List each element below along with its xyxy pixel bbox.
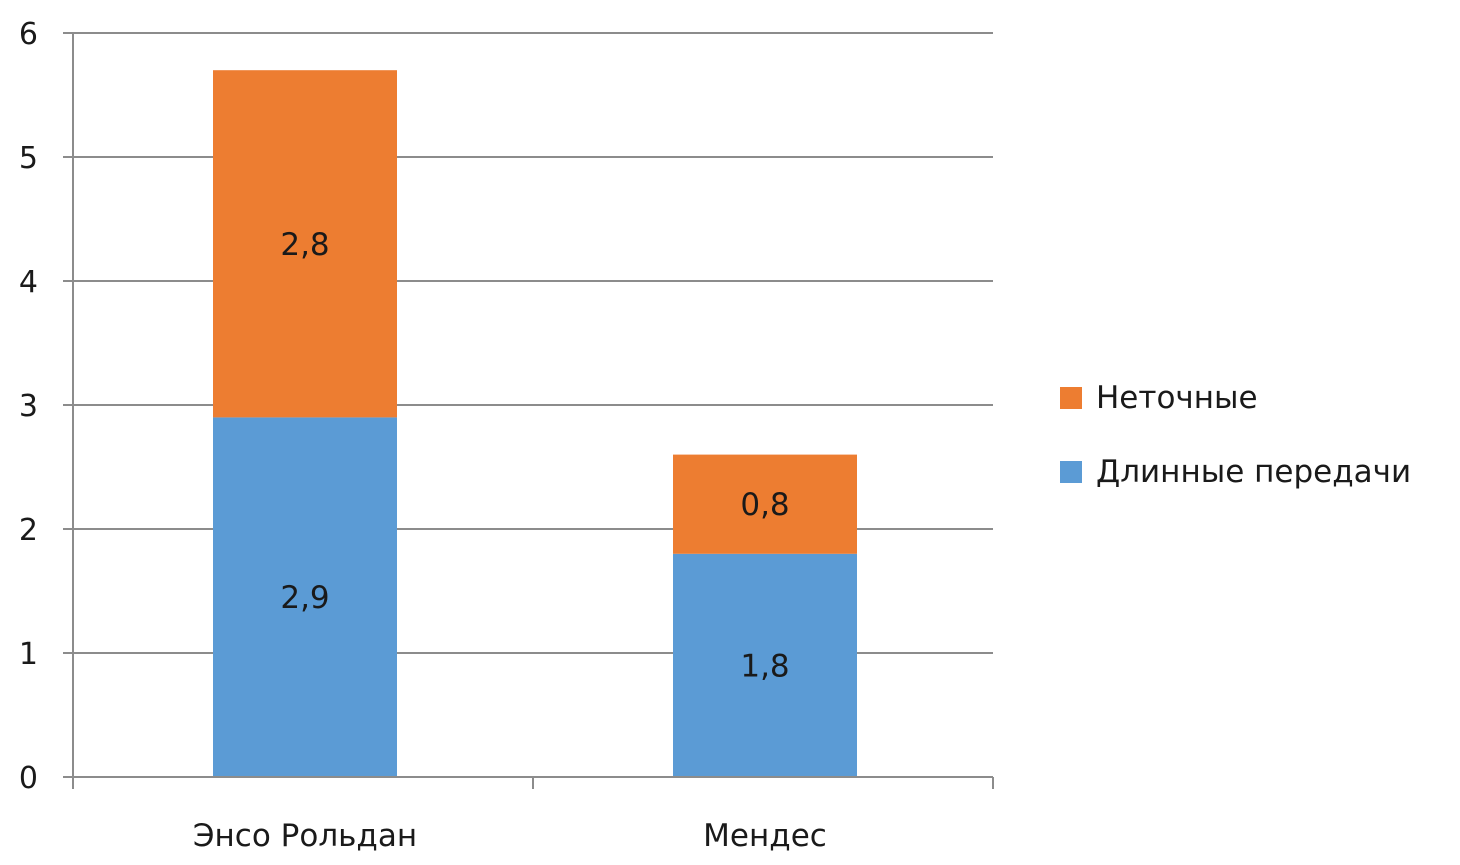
- data-label: 2,9: [280, 580, 329, 616]
- y-tick-label: 1: [19, 637, 38, 672]
- legend-item: Длинные передачи: [1060, 452, 1411, 492]
- data-label: 2,8: [280, 227, 329, 263]
- y-tick-label: 4: [19, 265, 38, 300]
- y-tick-label: 5: [19, 141, 38, 176]
- bar-segment: [673, 553, 857, 777]
- data-label: 0,8: [740, 487, 789, 523]
- legend-item: Неточные: [1060, 378, 1411, 418]
- legend-label: Неточные: [1096, 380, 1258, 416]
- x-category-label: Мендес: [703, 818, 827, 854]
- bar-segment: [673, 454, 857, 554]
- y-tick-label: 0: [19, 761, 38, 796]
- legend-label: Длинные передачи: [1096, 454, 1412, 490]
- x-category-label: Энсо Рольдан: [193, 818, 417, 854]
- legend-swatch: [1060, 461, 1082, 483]
- legend: Неточные Длинные передачи: [1060, 378, 1411, 526]
- y-tick-label: 3: [19, 389, 38, 424]
- y-tick-label: 6: [19, 17, 38, 52]
- bars: [213, 70, 857, 777]
- y-tick-label: 2: [19, 513, 38, 548]
- axes: 0 1 2 3 4 5 6 Энсо Рольдан Мендес: [19, 17, 994, 854]
- bar-segment: [213, 417, 397, 777]
- data-label: 1,8: [740, 648, 789, 684]
- bar-segment: [213, 70, 397, 418]
- data-labels: 2,9 2,8 1,8 0,8: [280, 227, 789, 685]
- legend-swatch: [1060, 387, 1082, 409]
